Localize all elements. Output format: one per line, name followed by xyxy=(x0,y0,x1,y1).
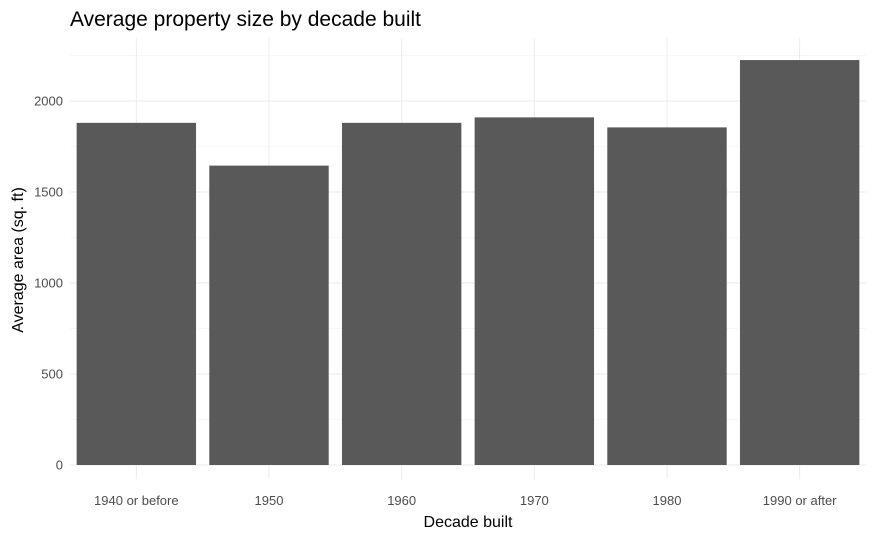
y-tick-label-0: 0 xyxy=(56,458,63,473)
x-tick-label-0: 1940 or before xyxy=(94,493,179,508)
y-axis: 0 500 1000 1500 2000 xyxy=(34,94,63,473)
y-axis-title: Average area (sq. ft) xyxy=(10,187,27,333)
x-axis-title: Decade built xyxy=(424,514,514,531)
bar-0 xyxy=(76,122,197,465)
y-tick-label-3: 1500 xyxy=(34,185,63,200)
x-tick-label-2: 1960 xyxy=(387,493,416,508)
y-tick-label-2: 1000 xyxy=(34,276,63,291)
chart-title: Average property size by decade built xyxy=(70,8,421,31)
bar-2 xyxy=(341,122,462,465)
x-axis: 1940 or before 1950 1960 1970 1980 1990 or af… xyxy=(94,493,837,508)
x-tick-label-1: 1950 xyxy=(255,493,284,508)
bar-3 xyxy=(474,117,595,465)
bars xyxy=(76,60,860,466)
x-tick-label-4: 1980 xyxy=(653,493,682,508)
bar-1 xyxy=(209,165,329,466)
y-tick-label-4: 2000 xyxy=(34,94,63,109)
y-tick-label-1: 500 xyxy=(41,367,63,382)
x-tick-label-3: 1970 xyxy=(520,493,549,508)
bar-5 xyxy=(739,60,860,466)
bar-4 xyxy=(607,127,727,465)
x-tick-label-5: 1990 or after xyxy=(763,493,837,508)
